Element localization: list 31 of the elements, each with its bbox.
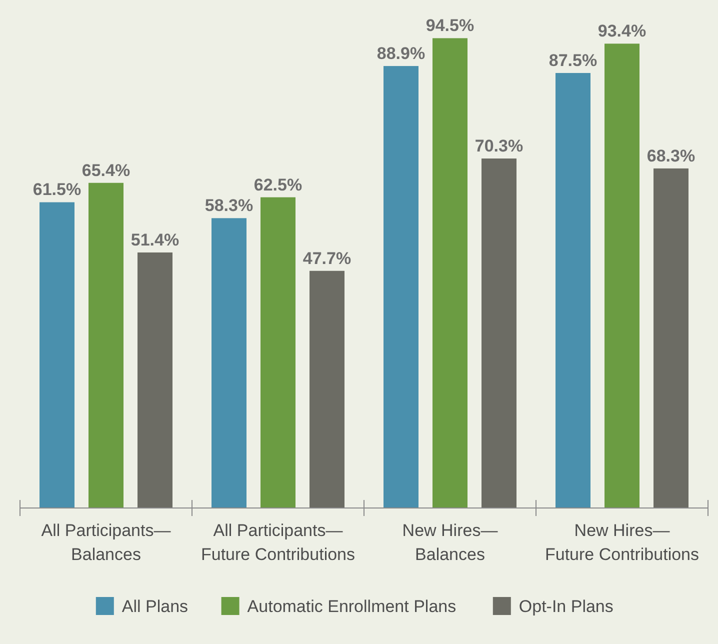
bar bbox=[310, 270, 344, 508]
legend-label: Automatic Enrollment Plans bbox=[247, 597, 456, 616]
data-label: 51.4% bbox=[130, 230, 180, 250]
bar bbox=[654, 168, 688, 508]
legend-label: All Plans bbox=[122, 597, 188, 616]
data-label: 93.4% bbox=[598, 22, 646, 41]
data-label: 87.5% bbox=[548, 50, 598, 70]
data-label: 88.9% bbox=[376, 44, 426, 64]
data-label: 65.4% bbox=[82, 160, 130, 180]
bar bbox=[260, 197, 296, 508]
x-tick-label: New Hires— Future Contributions bbox=[544, 521, 700, 564]
bar bbox=[88, 182, 124, 508]
x-tick-label: New Hires— Balances bbox=[402, 521, 498, 564]
bar bbox=[384, 66, 418, 508]
legend-label: Opt-In Plans bbox=[518, 597, 614, 616]
bar bbox=[212, 218, 246, 508]
data-label: 68.3% bbox=[646, 146, 696, 166]
bar bbox=[604, 44, 640, 508]
x-tick-label: All Participants— Balances bbox=[41, 521, 171, 564]
data-label: 47.7% bbox=[302, 248, 352, 268]
data-label: 94.5% bbox=[426, 16, 474, 36]
data-label: 61.5% bbox=[32, 180, 82, 200]
bar bbox=[40, 202, 74, 508]
data-label: 70.3% bbox=[474, 136, 524, 156]
data-label: 58.3% bbox=[204, 196, 254, 216]
bar bbox=[482, 158, 516, 508]
bar bbox=[432, 38, 468, 508]
x-tick-label: All Participants— Future Contributions bbox=[200, 521, 356, 564]
bar bbox=[138, 252, 172, 508]
bar bbox=[556, 72, 590, 508]
data-label: 62.5% bbox=[254, 175, 302, 194]
